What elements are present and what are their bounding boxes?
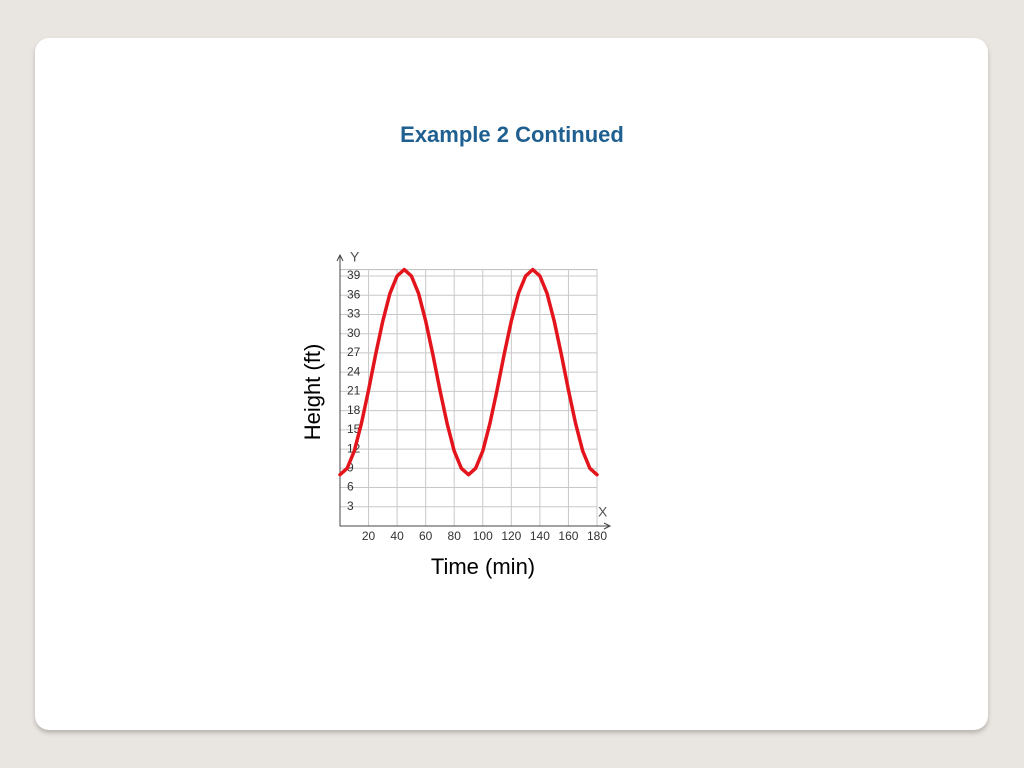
y-tick-label: 21 [347,384,361,398]
x-axis-label: Time (min) [431,554,535,579]
x-tick-label: 160 [558,529,578,543]
y-axis-label: Height (ft) [300,344,325,441]
line-series [338,267,599,477]
y-tick-label: 18 [347,403,361,417]
y-tick-label: 15 [347,422,361,436]
y-tick-label: 6 [347,480,354,494]
x-arrow-label: X [598,504,608,520]
x-tick-label: 60 [419,529,433,543]
y-tick-label: 36 [347,287,361,301]
x-tick-label: 40 [390,529,404,543]
chart-title: Example 2 Continued [400,122,624,147]
x-tick-label: 180 [587,529,607,543]
y-arrow [336,253,344,262]
x-tick-label: 80 [448,529,462,543]
y-tick-label: 39 [347,268,361,282]
y-tick-label: 27 [347,345,361,359]
y-tick-label: 9 [347,460,354,474]
y-tick-label: 30 [347,326,361,340]
x-tick-label: 140 [530,529,550,543]
y-arrow-label: Y [350,249,360,265]
x-tick-label: 20 [362,529,376,543]
x-tick-label: 100 [473,529,493,543]
y-tick-label: 3 [347,499,354,513]
y-tick-label: 33 [347,307,361,321]
x-tick-label: 120 [501,529,521,543]
x-arrow [603,522,612,530]
y-tick-label: 24 [347,364,361,378]
